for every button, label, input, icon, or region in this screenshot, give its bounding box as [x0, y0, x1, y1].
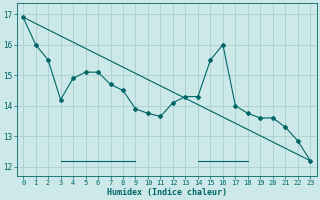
X-axis label: Humidex (Indice chaleur): Humidex (Indice chaleur): [107, 188, 227, 197]
